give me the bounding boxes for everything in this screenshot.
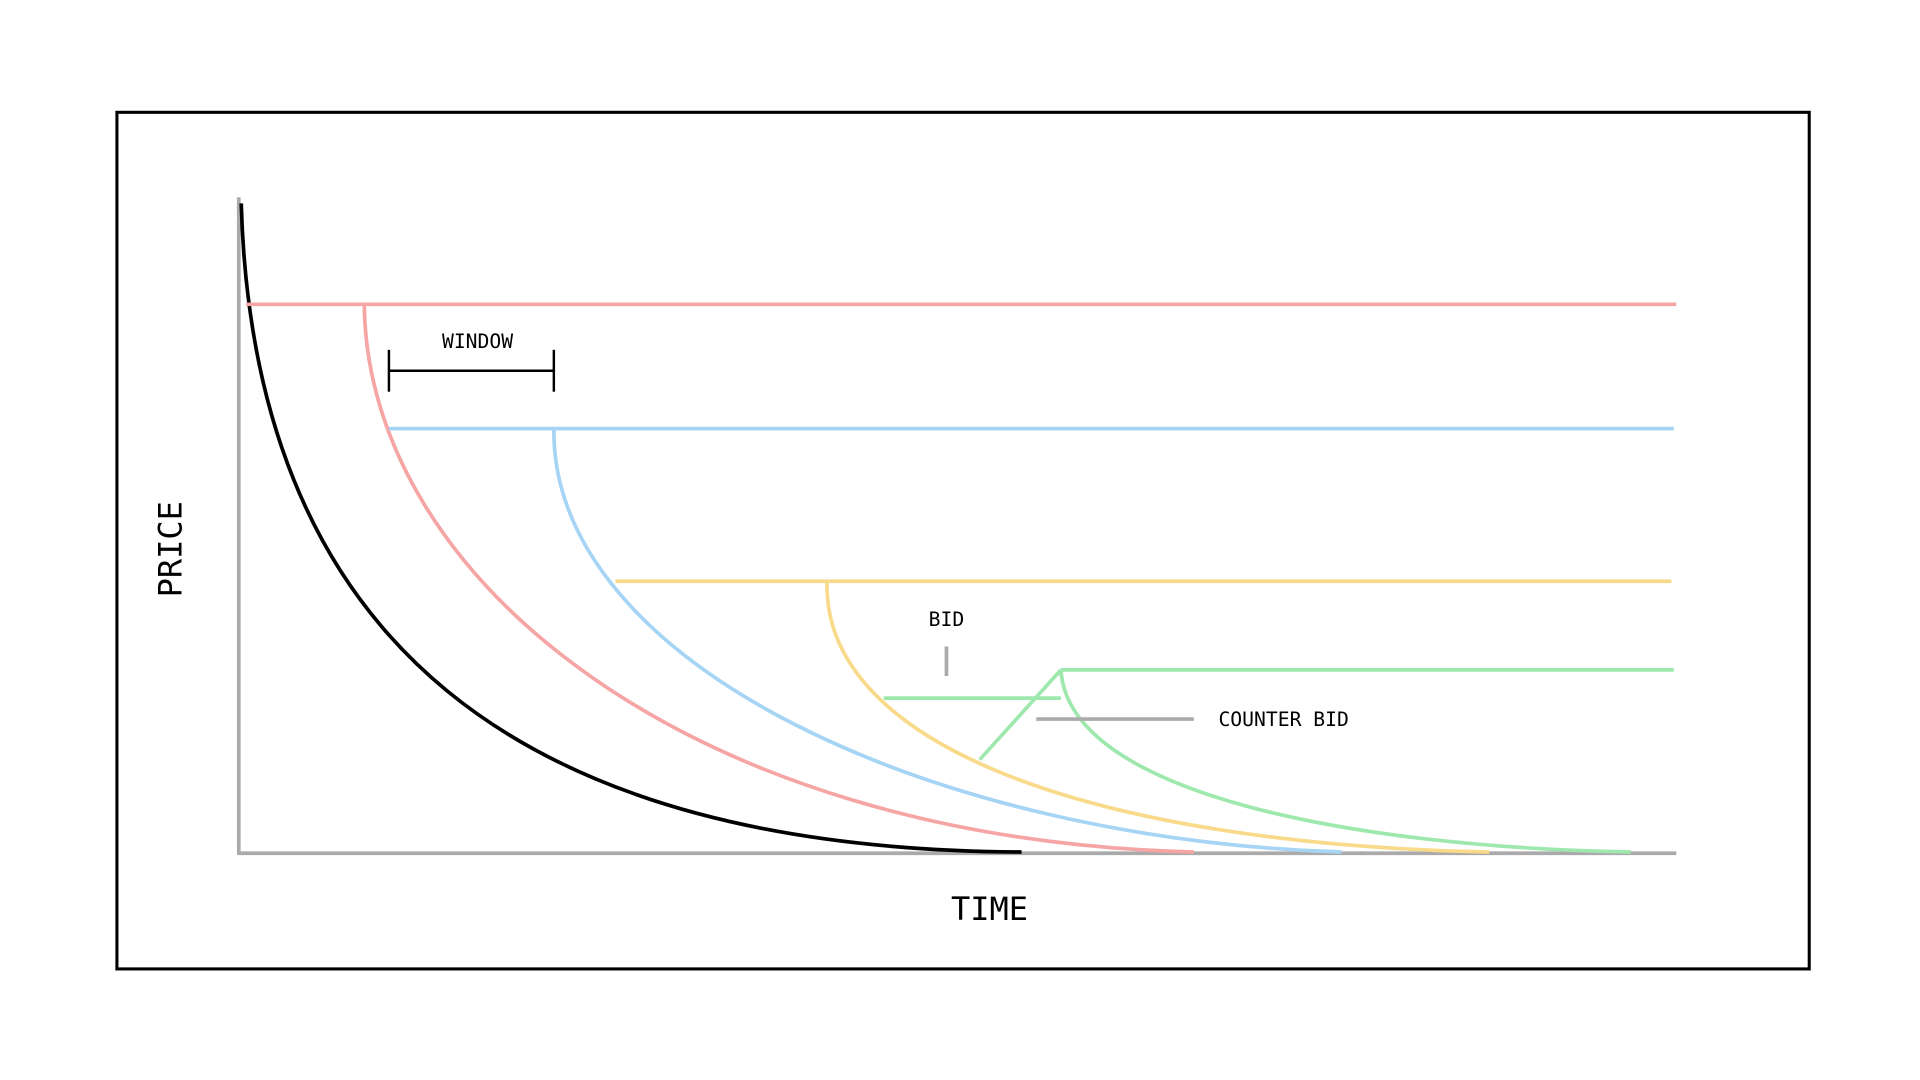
x-axis-label: TIME [951,890,1028,928]
window-label: WINDOW [442,330,513,353]
base-curve [239,203,1022,854]
bid-label: BID [929,608,965,631]
yellow-curve [825,581,1490,854]
blue-curve [551,428,1342,854]
red-curve [362,304,1194,854]
green-curve [1059,669,1631,854]
frame [115,110,1811,971]
y-axis-label: PRICE [151,501,189,597]
counter-bid-label: COUNTER BID [1218,708,1348,731]
counter-bid-jump [978,668,1063,761]
window-bracket [387,349,556,392]
